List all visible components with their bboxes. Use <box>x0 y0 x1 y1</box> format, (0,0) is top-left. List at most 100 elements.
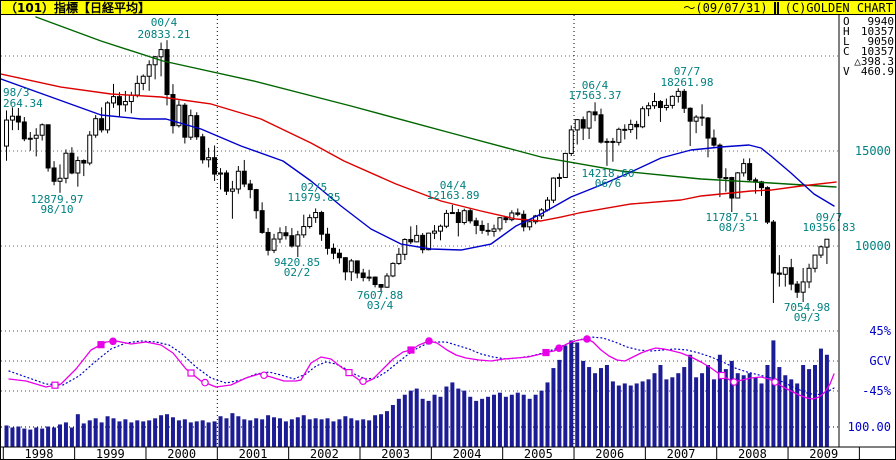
candle-body-down <box>503 217 509 221</box>
candle-body-down <box>182 104 188 138</box>
volume-bar <box>10 427 15 447</box>
candle-body-up <box>176 104 182 127</box>
year-label: 2007 <box>667 447 696 460</box>
candle-body-down <box>164 49 170 96</box>
osc-axis-label: -45% <box>862 384 892 398</box>
volume-bar <box>325 418 330 447</box>
volume-bar <box>4 425 9 447</box>
candle-body-down <box>610 140 616 143</box>
title-bar: （101）指標【日経平均】 ～(09/07/31) (C)GOLDEN CHAR… <box>1 1 895 15</box>
volume-bar <box>272 417 277 447</box>
volume-bar <box>688 354 693 447</box>
candle-body-up <box>313 212 319 219</box>
annotation-label: 06/4 <box>582 79 609 92</box>
annotation-label: 08/3 <box>719 221 746 234</box>
nikkei-monthly-chart-canvas[interactable]: 00/420833.2198/3264.3412879.9798/1002/51… <box>1 15 896 460</box>
volume-bar <box>783 375 788 447</box>
volume-bar <box>307 419 312 447</box>
candle-body-up <box>616 128 622 143</box>
annotation-label: 12163.89 <box>427 189 480 202</box>
annotation-label: 12879.97 <box>31 193 84 206</box>
volume-bar <box>432 394 437 447</box>
candle-body-down <box>372 276 378 286</box>
candle-body-up <box>491 228 497 232</box>
volume-bar <box>622 383 627 447</box>
candle-body-up <box>128 94 134 103</box>
quote-row-value: 10357 <box>861 45 894 58</box>
candle-body-down <box>764 187 770 223</box>
volume-bar <box>301 415 306 447</box>
candle-body-down <box>455 212 461 224</box>
volume-bar <box>105 416 110 447</box>
volume-bar <box>153 418 158 447</box>
volume-bar <box>468 396 473 447</box>
volume-bar <box>420 398 425 447</box>
candle-body-up <box>669 95 675 106</box>
volume-bar <box>723 369 728 447</box>
volume-bar <box>331 421 336 447</box>
volume-bar <box>384 411 389 447</box>
chart-background <box>1 15 895 459</box>
volume-bar <box>569 340 574 447</box>
candle-body-up <box>824 238 830 248</box>
gcv-marker-circle-open <box>730 378 738 386</box>
gcv-marker-square-open <box>345 369 353 377</box>
volume-bar <box>813 365 818 447</box>
gcv-marker-circle-open <box>260 371 268 380</box>
candle-body-up <box>9 115 15 121</box>
volume-bar <box>509 394 514 447</box>
candle-body-up <box>414 234 420 243</box>
candle-body-up <box>146 64 152 77</box>
volume-bar <box>165 414 170 447</box>
volume-bar <box>491 394 496 447</box>
volume-bar <box>640 381 645 447</box>
candle-body-up <box>152 56 158 66</box>
candle-body-up <box>426 232 432 251</box>
candle-body-down <box>21 121 27 140</box>
quote-row-label: V <box>843 65 850 78</box>
candle-body-down <box>420 234 426 251</box>
volume-bar <box>527 398 532 447</box>
quote-row-value: 9050 <box>868 35 895 48</box>
candle-body-up <box>568 129 574 154</box>
volume-bar <box>147 420 152 447</box>
volume-bar <box>676 373 681 447</box>
volume-bar <box>741 375 746 447</box>
volume-bar <box>123 419 128 447</box>
candle-body-up <box>562 152 568 178</box>
volume-bar <box>141 421 146 447</box>
volume-bar <box>313 418 318 447</box>
volume-bar <box>652 373 657 447</box>
volume-bar <box>462 390 467 447</box>
candle-body-down <box>247 183 253 191</box>
volume-bar <box>266 415 271 447</box>
candle-body-down <box>194 115 200 138</box>
volume-bar <box>818 348 823 447</box>
quote-row-label: C <box>843 45 850 58</box>
gcv-marker-square-filled <box>542 348 550 357</box>
volume-bar <box>729 360 734 447</box>
candle-body-up <box>449 212 455 215</box>
gcv-marker-square-open <box>51 381 59 389</box>
volume-bar <box>28 429 33 447</box>
osc-axis-label: 100.00 <box>848 420 891 434</box>
volume-bar <box>706 365 711 447</box>
candle-body-down <box>223 172 229 192</box>
candle-body-up <box>550 177 556 201</box>
candle-body-down <box>770 221 776 274</box>
candle-body-up <box>134 82 140 96</box>
candle-body-down <box>788 267 794 285</box>
volume-bar <box>515 392 520 447</box>
annotation-label: 17563.37 <box>569 89 622 102</box>
annotation-label: 20833.21 <box>138 28 191 41</box>
candle-body-down <box>622 128 628 131</box>
candle-body-up <box>57 177 63 182</box>
volume-bar <box>260 419 265 447</box>
annotation-label: 09/3 <box>794 311 821 324</box>
candle-body-down <box>289 235 295 247</box>
gcv-marker-circle-open <box>201 378 209 387</box>
annotation-label: 18261.98 <box>661 76 714 89</box>
candle-body-down <box>51 167 57 182</box>
volume-bar <box>717 354 722 447</box>
